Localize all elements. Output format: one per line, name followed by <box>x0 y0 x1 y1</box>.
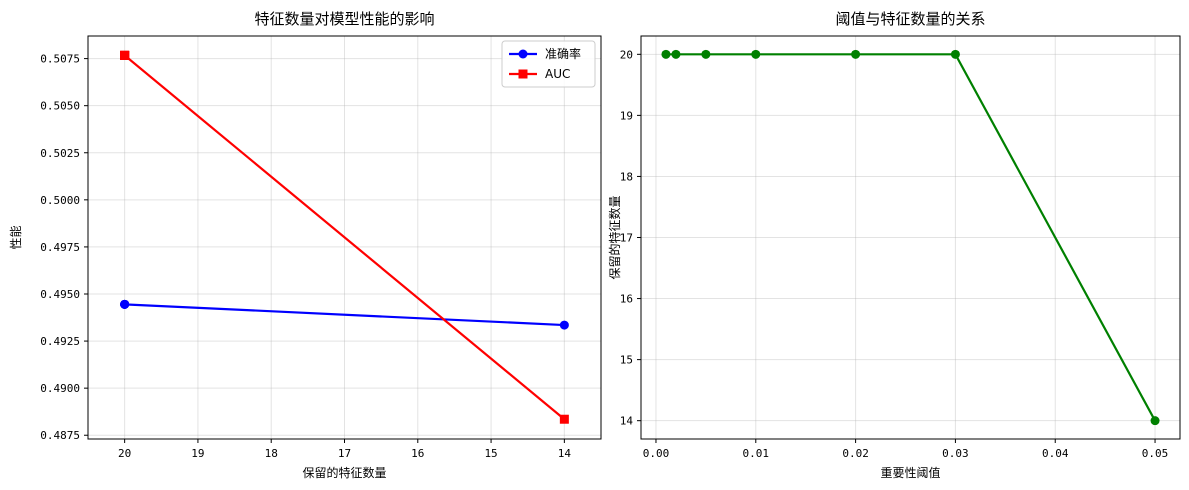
x-tick-label: 0.02 <box>842 447 869 460</box>
data-point <box>671 49 681 59</box>
y-tick-label: 15 <box>620 354 633 367</box>
series-line <box>123 54 566 421</box>
data-point <box>950 49 960 59</box>
series-layer <box>661 49 1160 426</box>
legend-marker-auc <box>518 69 528 79</box>
data-point <box>120 50 130 60</box>
series-line <box>124 303 565 327</box>
chart-feature-count-performance: 20 19 18 17 16 15 14 0.48750.49000.49250.49500… <box>9 10 602 480</box>
y-ticks: 14 15 16 17 18 19 20 <box>620 48 641 428</box>
y-tick-label: 0.5050 <box>40 100 80 113</box>
legend-label-auc: AUC <box>545 67 570 81</box>
data-point <box>751 49 761 59</box>
data-point <box>559 320 569 330</box>
y-tick-label: 0.5025 <box>40 147 80 160</box>
data-point <box>701 49 711 59</box>
data-point <box>1150 416 1160 426</box>
y-tick-label: 19 <box>620 109 633 122</box>
x-ticks: 0.00 0.01 0.02 0.03 0.04 0.05 <box>643 439 1169 460</box>
y-tick-label: 0.4975 <box>40 241 80 254</box>
legend-marker-accuracy <box>518 49 528 59</box>
y-tick-label: 0.5075 <box>40 53 80 66</box>
x-tick-label: 0.03 <box>942 447 969 460</box>
x-tick-label: 0.00 <box>643 447 670 460</box>
data-point <box>851 49 861 59</box>
data-point <box>661 49 671 59</box>
legend: 准确率 AUC <box>501 40 596 88</box>
x-tick-label: 0.04 <box>1042 447 1069 460</box>
x-tick-label: 17 <box>338 447 351 460</box>
x-axis-label: 保留的特征数量 <box>302 465 386 480</box>
y-tick-label: 17 <box>620 232 633 245</box>
chart-threshold-feature-count: 0.00 0.01 0.02 0.03 0.04 0.05 14151617181920 … <box>607 10 1181 480</box>
series-layer <box>120 50 569 424</box>
y-tick-label: 0.4900 <box>40 382 80 395</box>
legend-label-accuracy: 准确率 <box>545 46 581 61</box>
y-axis-label: 保留的特征数量 <box>607 195 622 279</box>
grid <box>641 36 1180 439</box>
x-tick-label: 16 <box>411 447 424 460</box>
x-tick-label: 14 <box>558 447 572 460</box>
y-ticks: 0.4875 0.4900 0.4925 0.4950 0.4975 0.5000 0.50… <box>40 53 88 442</box>
y-tick-label: 18 <box>620 170 633 183</box>
x-tick-label: 0.05 <box>1142 447 1169 460</box>
y-tick-label: 14 <box>620 415 634 428</box>
chart-title: 阈值与特征数量的关系 <box>835 10 985 28</box>
y-axis-label: 性能 <box>9 225 23 249</box>
y-tick-label: 0.4875 <box>40 429 80 442</box>
data-point <box>559 414 569 424</box>
x-tick-label: 0.01 <box>743 447 770 460</box>
x-ticks: 20 19 18 17 16 15 14 <box>118 439 571 460</box>
y-tick-label: 0.4950 <box>40 288 80 301</box>
x-tick-label: 18 <box>265 447 278 460</box>
data-point <box>120 299 130 309</box>
y-tick-label: 0.4925 <box>40 335 80 348</box>
y-tick-label: 20 <box>620 48 633 61</box>
chart-title: 特征数量对模型性能的影响 <box>254 10 434 28</box>
grid <box>88 36 601 439</box>
y-tick-label: 0.5000 <box>40 194 80 207</box>
y-tick-label: 16 <box>620 293 633 306</box>
x-tick-label: 20 <box>118 447 131 460</box>
x-tick-label: 15 <box>484 447 497 460</box>
x-tick-label: 19 <box>191 447 204 460</box>
x-axis-label: 重要性阈值 <box>880 465 940 480</box>
